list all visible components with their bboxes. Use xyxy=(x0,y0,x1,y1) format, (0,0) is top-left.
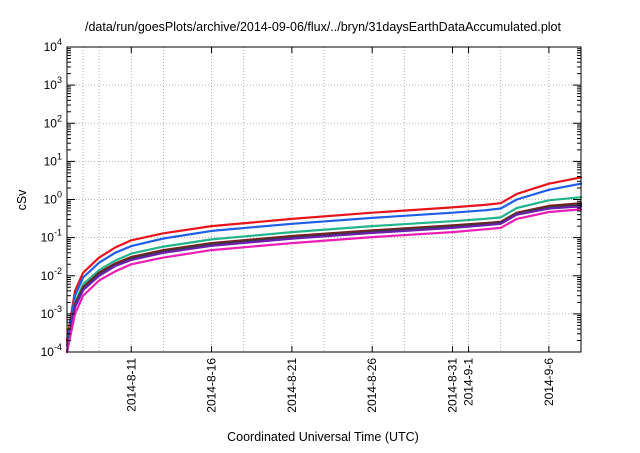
chart-title: /data/run/goesPlots/archive/2014-09-06/f… xyxy=(85,20,561,34)
y-tick-label: 103 xyxy=(44,75,62,92)
data-series xyxy=(65,176,583,354)
y-tick-label: 10-1 xyxy=(41,228,62,245)
y-tick-label: 104 xyxy=(44,37,62,54)
grid-lines xyxy=(67,47,581,352)
y-tick-label: 100 xyxy=(44,190,62,207)
x-tick-label: 2014-8-11 xyxy=(124,358,138,412)
x-tick-label: 2014-9-1 xyxy=(462,358,476,406)
axis-ticks xyxy=(67,46,581,353)
y-tick-label: 10-4 xyxy=(41,342,62,359)
y-tick-label: 102 xyxy=(44,113,62,130)
x-tick-label: 2014-9-6 xyxy=(542,358,556,406)
y-tick-labels: 10-4 10-3 10-2 10-1 100 101 102 103 104 xyxy=(41,37,62,359)
y-tick-label: 101 xyxy=(44,151,62,168)
series-line xyxy=(65,205,583,354)
x-axis-title: Coordinated Universal Time (UTC) xyxy=(227,430,419,444)
x-tick-label: 2014-8-16 xyxy=(205,358,219,413)
x-tick-labels: 2014-8-11 2014-8-16 2014-8-21 2014-8-26 2014… xyxy=(124,358,556,413)
series-line xyxy=(65,176,583,342)
series-line xyxy=(65,182,583,347)
y-axis-title: cSv xyxy=(15,189,29,211)
y-tick-label: 10-2 xyxy=(41,266,62,283)
series-line xyxy=(65,208,583,354)
x-tick-label: 2014-8-26 xyxy=(365,358,379,413)
x-tick-label: 2014-8-21 xyxy=(285,358,299,413)
series-line xyxy=(65,196,583,354)
y-tick-label: 10-3 xyxy=(41,304,62,321)
x-tick-label: 2014-8-31 xyxy=(446,358,460,413)
